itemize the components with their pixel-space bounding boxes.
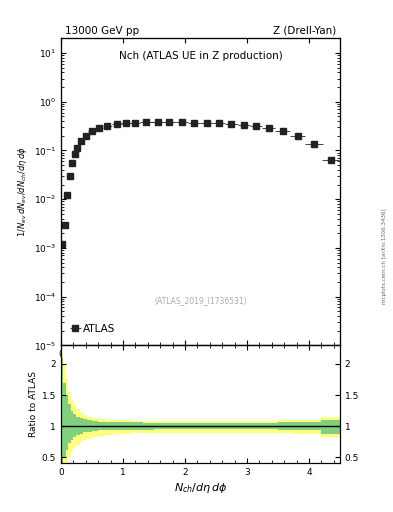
Y-axis label: Ratio to ATLAS: Ratio to ATLAS: [29, 371, 37, 437]
Text: Nch (ATLAS UE in Z production): Nch (ATLAS UE in Z production): [119, 51, 282, 61]
Text: mcplots.cern.ch [arXiv:1306.3436]: mcplots.cern.ch [arXiv:1306.3436]: [382, 208, 387, 304]
Legend: ATLAS: ATLAS: [69, 321, 118, 337]
Text: (ATLAS_2019_I1736531): (ATLAS_2019_I1736531): [154, 296, 247, 306]
Y-axis label: $1/N_{ev}\,dN_{ev}/dN_{ch}/d\eta\,d\phi$: $1/N_{ev}\,dN_{ev}/dN_{ch}/d\eta\,d\phi$: [17, 146, 29, 238]
X-axis label: $N_{ch}/d\eta\,d\phi$: $N_{ch}/d\eta\,d\phi$: [174, 481, 227, 496]
Text: Z (Drell-Yan): Z (Drell-Yan): [273, 26, 336, 36]
Text: 13000 GeV pp: 13000 GeV pp: [65, 26, 139, 36]
